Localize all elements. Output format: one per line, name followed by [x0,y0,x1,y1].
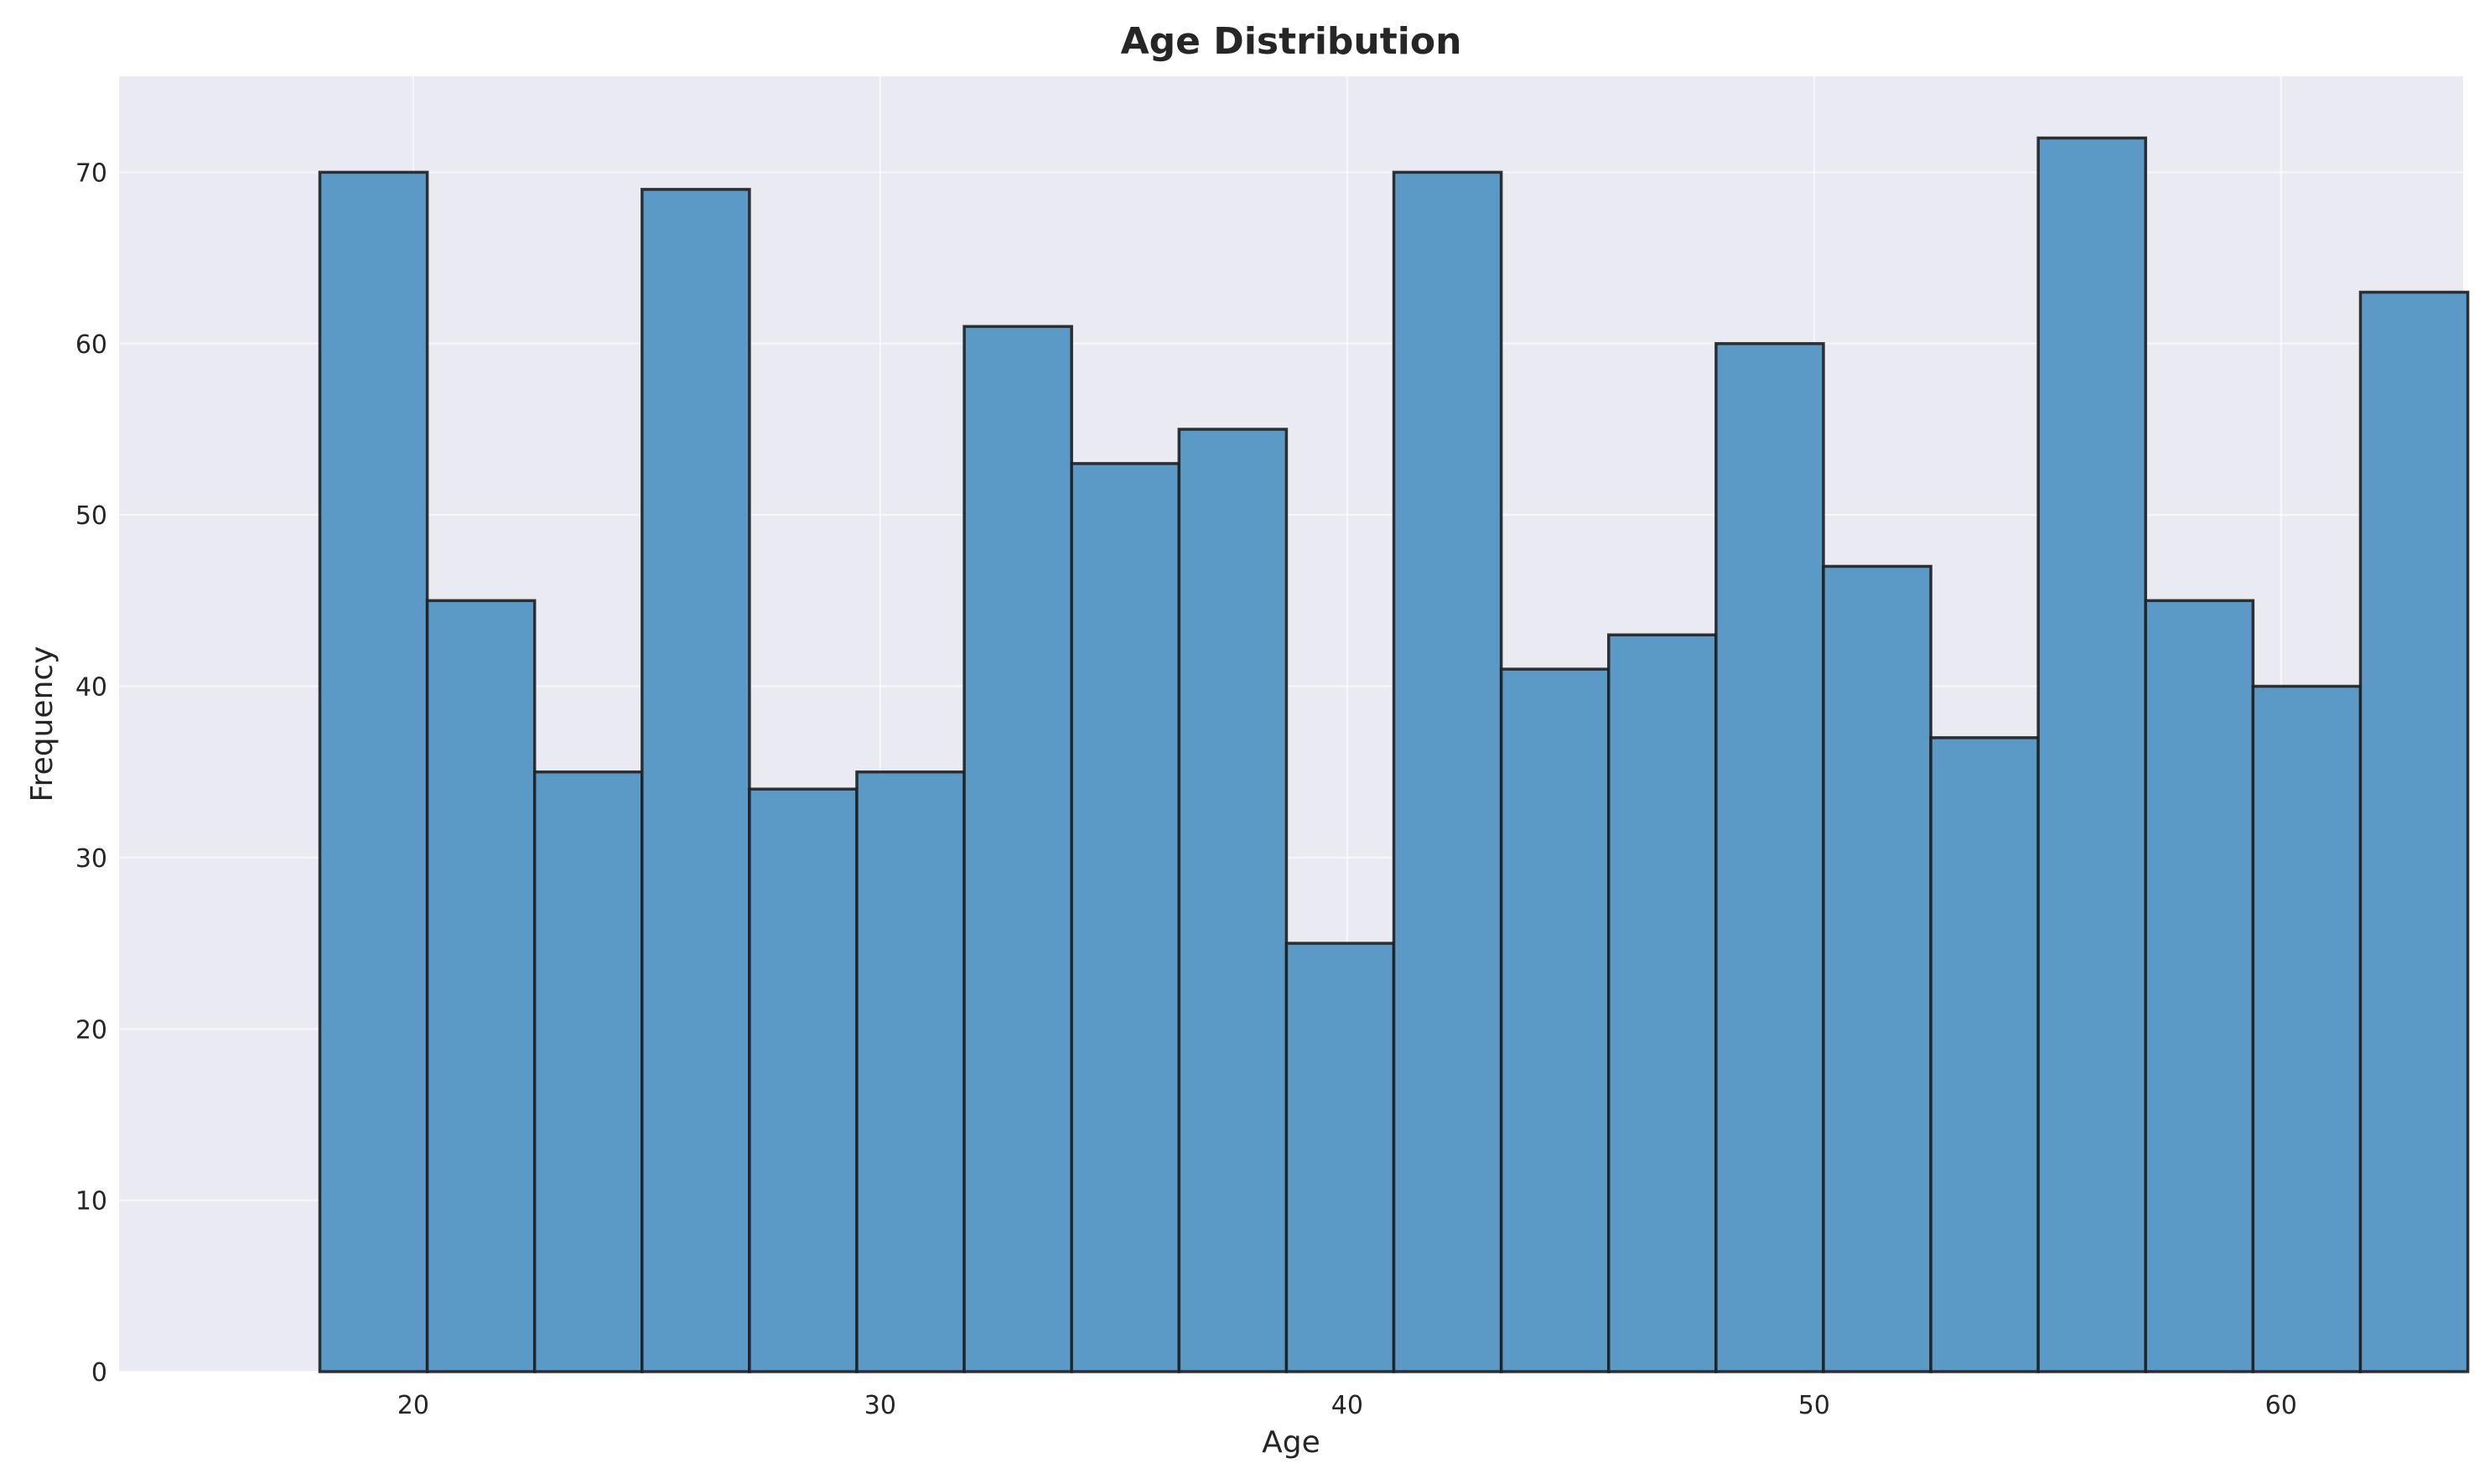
histogram-bar [532,770,644,1373]
histogram-bar [2251,684,2363,1373]
x-tick-label: 60 [2265,1391,2297,1420]
y-axis-ticks: 0 10 20 30 40 50 60 70 [75,158,107,1388]
x-axis-label: Age [1262,1425,1320,1460]
x-tick-label: 30 [864,1391,896,1420]
x-tick-label: 20 [397,1391,429,1420]
histogram-bar [748,787,859,1373]
histogram-bar [425,599,537,1373]
histogram-bar [641,188,751,1373]
x-axis-ticks: 20 30 40 50 60 [397,1391,2297,1420]
x-tick-label: 50 [1798,1391,1830,1420]
y-tick-label: 40 [75,673,107,703]
histogram-bar [2358,290,2470,1373]
y-tick-label: 30 [75,844,107,874]
histogram-bar [1070,462,1181,1373]
chart-title: Age Distribution [1121,20,1462,63]
histogram-bar [1606,633,1718,1373]
y-tick-label: 50 [75,501,107,531]
x-tick-label: 40 [1331,1391,1363,1420]
y-tick-label: 60 [75,330,107,360]
y-tick-label: 0 [91,1358,107,1388]
histogram-bar [962,324,1073,1373]
histogram-bar [2144,599,2255,1373]
y-tick-label: 70 [75,158,107,188]
y-tick-label: 10 [75,1187,107,1217]
histogram-bar [1177,428,1289,1373]
histogram-bar [2036,136,2148,1373]
histogram-bar [1929,736,2040,1373]
histogram-bar [1499,667,1611,1373]
histogram-bar [1284,942,1396,1373]
histogram-bar [855,770,966,1373]
y-tick-label: 20 [75,1015,107,1045]
histogram-bars [318,136,2470,1373]
y-axis-label: Frequency [25,646,60,802]
histogram-bar [1822,564,1932,1373]
histogram-bar [1392,170,1503,1373]
histogram-bar [318,170,429,1373]
histogram-bar [1714,342,1825,1373]
